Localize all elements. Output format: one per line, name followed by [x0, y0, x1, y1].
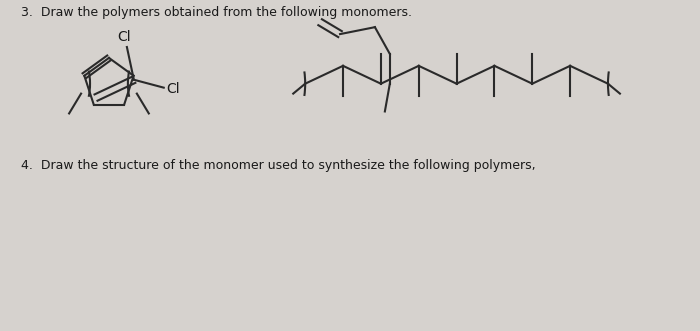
Text: Cl: Cl: [167, 82, 181, 96]
Text: 3.  Draw the polymers obtained from the following monomers.: 3. Draw the polymers obtained from the f…: [21, 6, 412, 19]
Text: Cl: Cl: [117, 30, 131, 44]
Text: 4.  Draw the structure of the monomer used to synthesize the following polymers,: 4. Draw the structure of the monomer use…: [21, 159, 536, 172]
